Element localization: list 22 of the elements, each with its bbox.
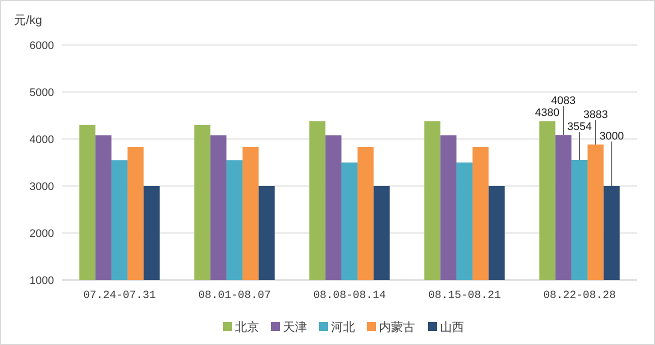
legend-label: 内蒙古: [379, 320, 415, 334]
y-tick-label: 4000: [30, 134, 54, 146]
data-label: 3554: [567, 121, 592, 134]
y-tick-label: 2000: [30, 228, 54, 240]
y-tick-label: 1000: [30, 274, 54, 287]
data-label: 4380: [535, 107, 560, 120]
legend-label: 北京: [235, 320, 259, 334]
y-tick-label: 6000: [30, 40, 54, 52]
legend-label: 山西: [440, 320, 464, 334]
legend-label: 河北: [331, 320, 355, 334]
x-tick-label: 08.22-08.28: [543, 290, 616, 302]
data-label: 4083: [551, 95, 576, 108]
x-tick-label: 08.08-08.14: [313, 290, 386, 302]
y-tick-label: 3000: [30, 180, 54, 193]
x-tick-label: 08.01-08.07: [198, 290, 271, 302]
x-tick-label: 07.24-07.31: [83, 290, 156, 302]
legend-label: 天津: [283, 320, 307, 334]
data-label: 3883: [583, 109, 608, 122]
x-tick-label: 08.15-08.21: [428, 290, 502, 302]
y-tick-label: 5000: [30, 86, 54, 99]
y-axis-title: 元/kg: [14, 13, 42, 27]
data-label: 3000: [599, 130, 624, 142]
